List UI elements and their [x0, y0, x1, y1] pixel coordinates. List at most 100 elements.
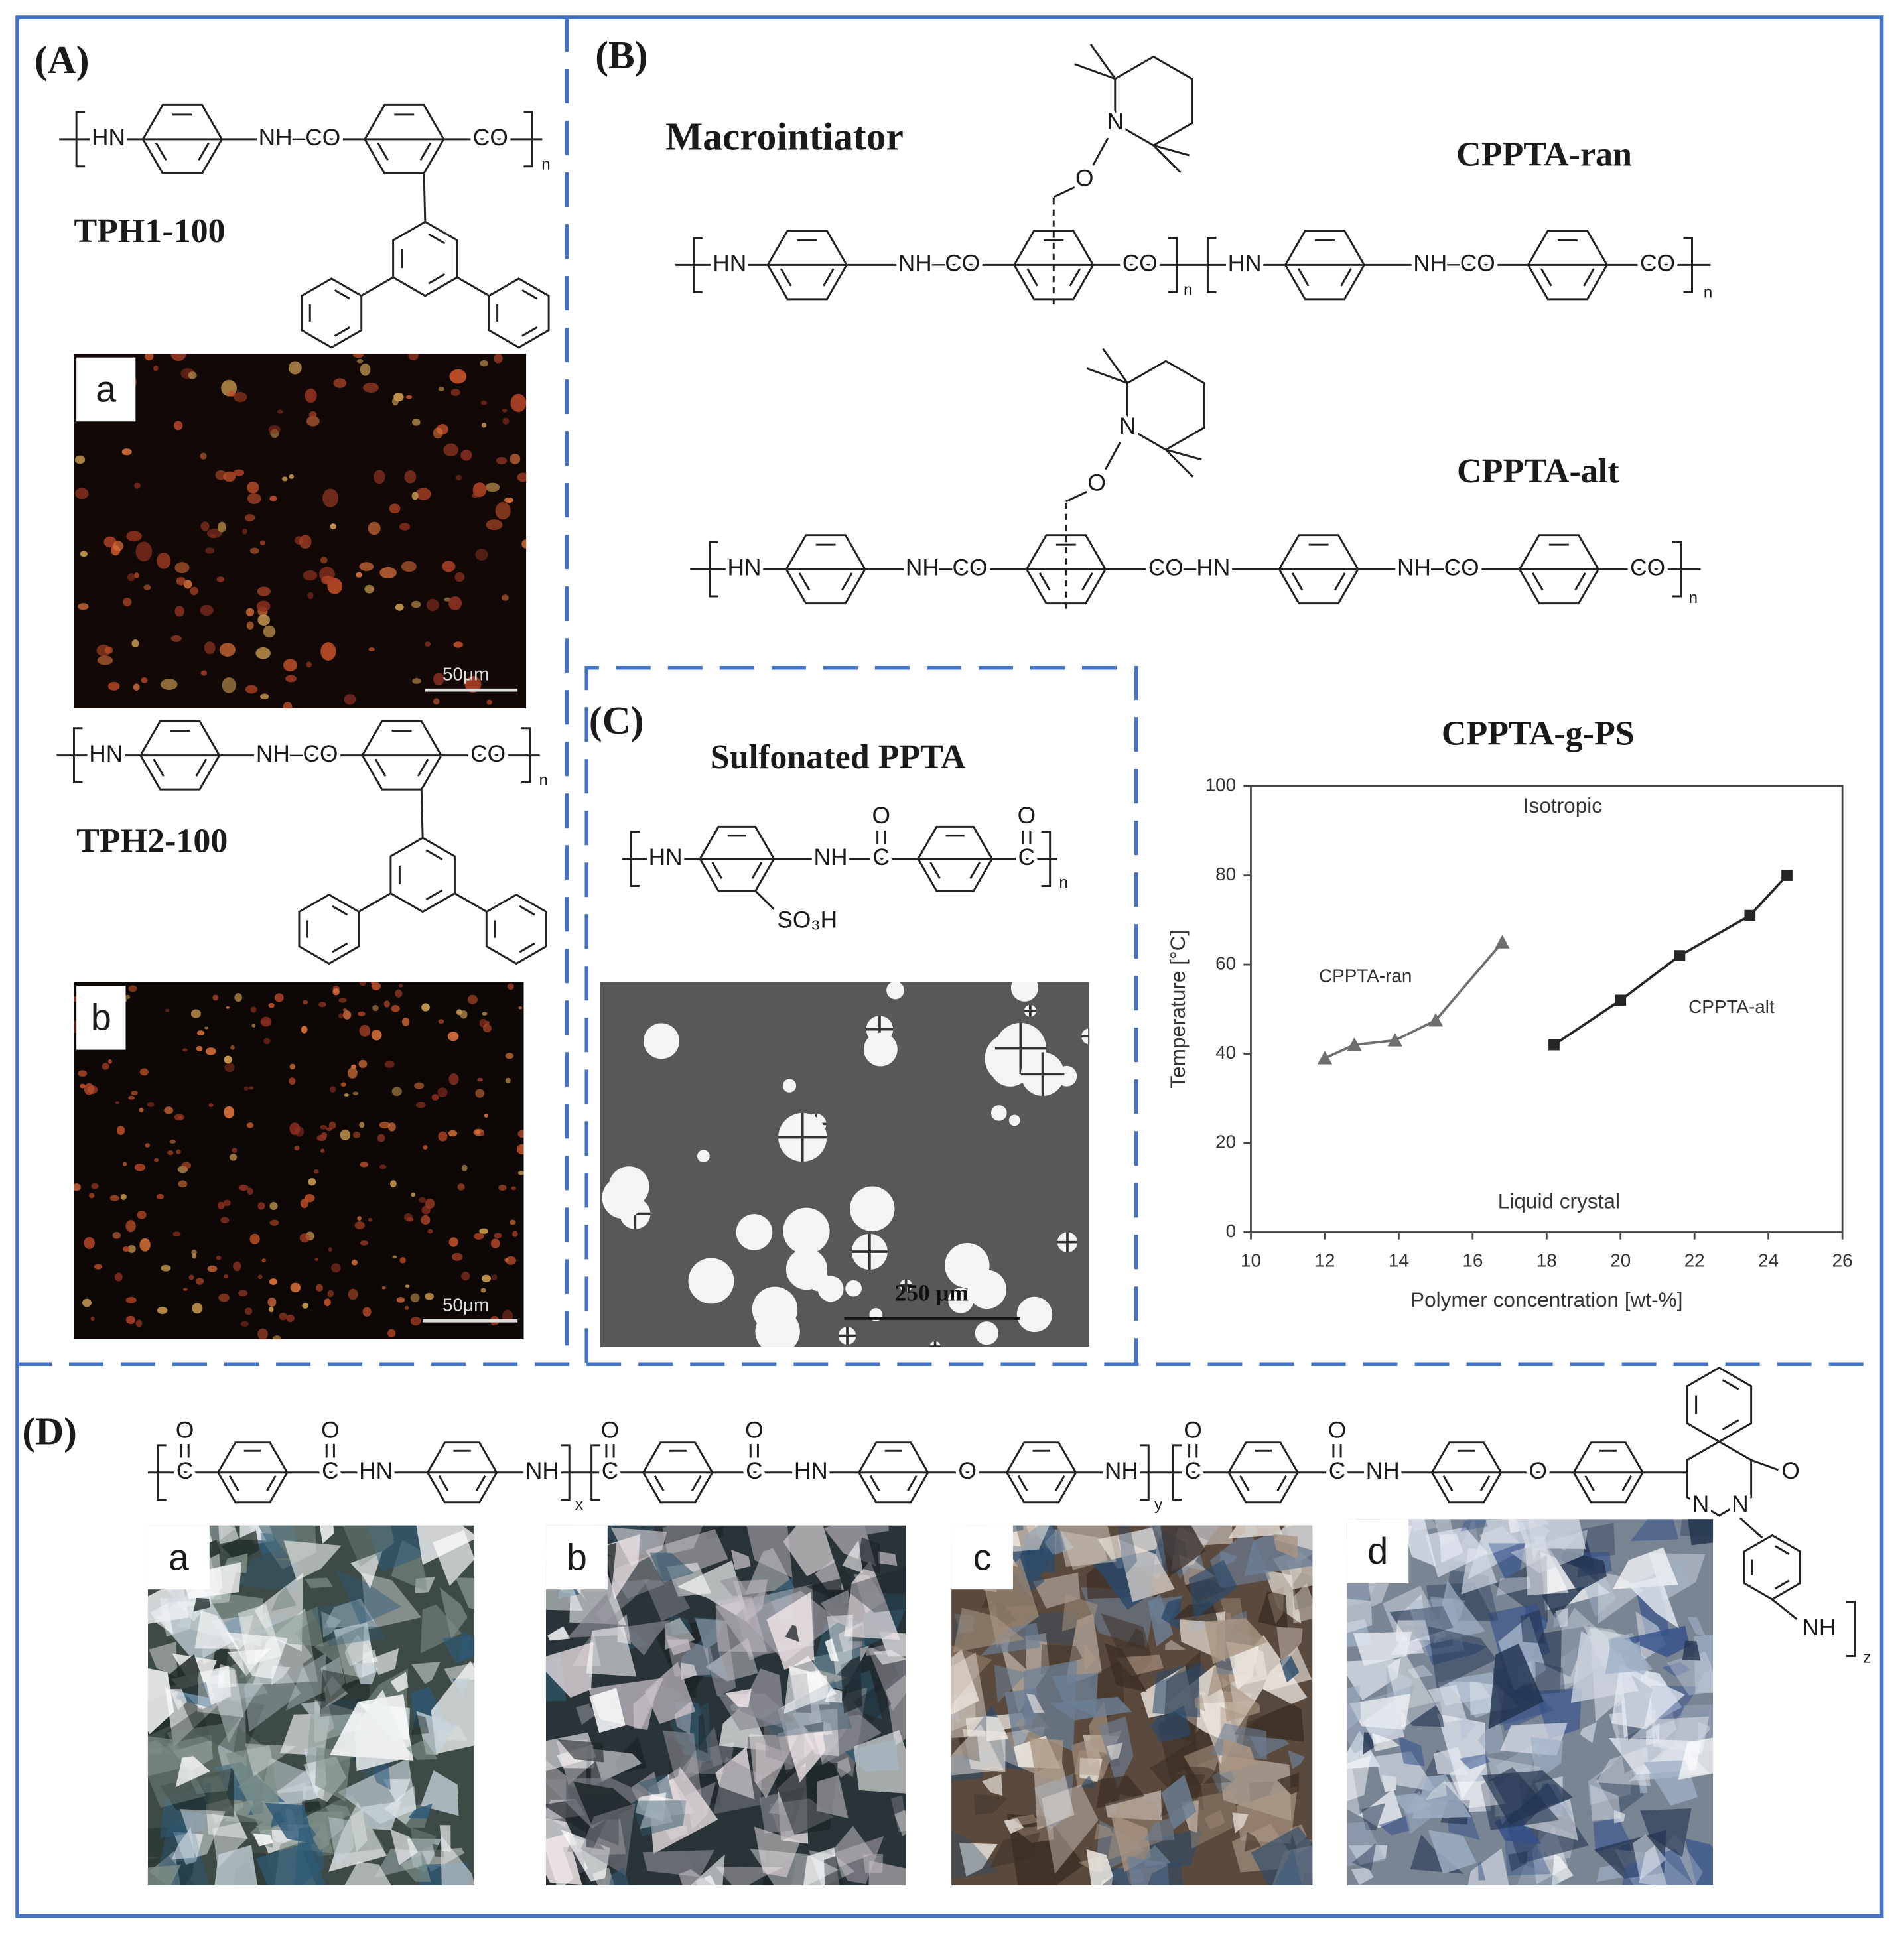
- heading: (D): [22, 1410, 77, 1453]
- texture: [771, 1762, 838, 1835]
- texture: [354, 1690, 411, 1772]
- crystal: [289, 474, 295, 479]
- texture: [175, 1756, 210, 1788]
- texture: [411, 1714, 429, 1735]
- droplet: [755, 1309, 800, 1347]
- crystal: [232, 1148, 238, 1154]
- texture: [1445, 1672, 1502, 1718]
- crystal: [157, 552, 171, 569]
- crystal: [362, 1307, 372, 1317]
- atom-label: C: [1329, 1458, 1345, 1484]
- ring: [858, 1441, 929, 1504]
- crystal: [401, 561, 417, 572]
- texture: [1034, 1773, 1074, 1831]
- micrograph: [147, 1525, 475, 1885]
- point: [1744, 909, 1756, 921]
- crystal: [419, 1197, 427, 1203]
- crystal: [354, 1221, 365, 1230]
- texture: [390, 1829, 419, 1865]
- texture: [1014, 1825, 1054, 1843]
- texture: [994, 1664, 1028, 1703]
- bond: [1086, 367, 1128, 385]
- texture: [1292, 1583, 1313, 1624]
- point: [1674, 950, 1686, 961]
- texture: [1433, 1747, 1467, 1776]
- crystal: [320, 557, 328, 564]
- texture: [1460, 1519, 1489, 1532]
- droplet: [817, 1276, 844, 1302]
- point: [1495, 935, 1510, 949]
- texture: [890, 1795, 906, 1833]
- crystal: [377, 1134, 385, 1142]
- bracket: [75, 111, 86, 168]
- crystal: [438, 1019, 444, 1024]
- crystal: [204, 1026, 209, 1030]
- scale-bar-label: 250 μm: [895, 1280, 969, 1305]
- micrograph: [600, 982, 1090, 1347]
- crystal: [352, 1131, 361, 1138]
- texture: [1029, 1737, 1063, 1782]
- ring-double-bond: [1291, 572, 1304, 591]
- bond: [1152, 145, 1182, 174]
- texture: [1361, 1803, 1386, 1830]
- texture: [878, 1551, 898, 1566]
- texture: [1627, 1576, 1680, 1629]
- atom-label: O: [745, 1418, 763, 1443]
- texture: [1510, 1530, 1588, 1574]
- crystal: [502, 408, 508, 413]
- ring: [485, 893, 547, 965]
- crystal: [421, 1215, 431, 1225]
- crystal: [218, 1293, 230, 1302]
- subscript: z: [1863, 1649, 1871, 1667]
- crystal: [147, 1102, 155, 1107]
- crystal: [74, 455, 86, 464]
- crystal: [452, 1252, 463, 1261]
- atom-label: HN: [794, 1458, 828, 1484]
- crystal: [494, 1233, 502, 1239]
- crystal: [448, 1237, 458, 1247]
- texture: [442, 1635, 472, 1664]
- texture: [1488, 1644, 1544, 1729]
- bracket: [157, 1444, 167, 1501]
- crystal: [141, 677, 148, 683]
- texture: [679, 1869, 713, 1885]
- texture: [1375, 1751, 1438, 1792]
- texture: [253, 1833, 273, 1847]
- texture: [803, 1721, 824, 1732]
- bracket: [709, 541, 718, 598]
- crystal: [405, 1284, 410, 1288]
- crystal: [447, 1032, 459, 1041]
- ring-double-bond: [519, 905, 535, 916]
- crystal: [190, 586, 198, 596]
- crystal: [295, 536, 303, 545]
- ring-double-bond: [929, 862, 941, 879]
- ring-double-bond: [521, 289, 538, 300]
- crystal: [371, 982, 375, 985]
- crystal: [504, 1258, 509, 1262]
- bond: [1053, 186, 1075, 198]
- crystal: [238, 1184, 249, 1191]
- texture: [852, 1683, 892, 1723]
- texture: [1406, 1598, 1465, 1656]
- crystal: [277, 409, 283, 414]
- image-label: a: [96, 368, 116, 409]
- crystal: [290, 1282, 301, 1293]
- atom-label: NH–CO: [256, 741, 338, 767]
- atom-label: NH: [1802, 1615, 1836, 1640]
- ring: [1686, 1367, 1753, 1443]
- texture: [609, 1867, 629, 1885]
- crystal: [404, 470, 417, 484]
- crystal: [139, 1107, 144, 1112]
- atom-label: N: [1732, 1491, 1748, 1517]
- crystal: [174, 421, 183, 431]
- texture: [197, 1670, 244, 1718]
- crystal: [249, 1233, 260, 1245]
- atom-label: NH–CO: [1413, 251, 1495, 277]
- atom-label: CO: [470, 741, 506, 767]
- ring: [766, 230, 848, 301]
- texture: [768, 1798, 834, 1841]
- crystal: [363, 382, 379, 393]
- bracket: [72, 727, 83, 784]
- atom-label: NH–CO: [898, 251, 981, 277]
